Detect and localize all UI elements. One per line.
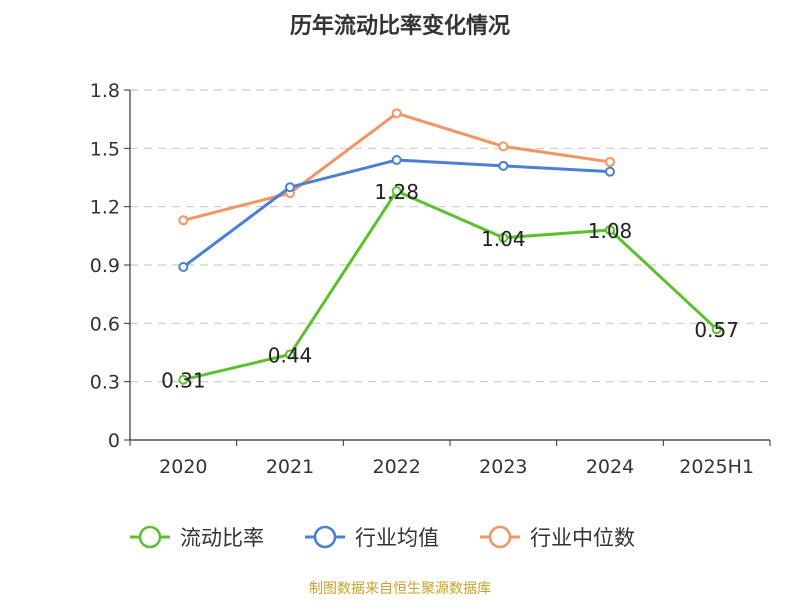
x-tick-label: 2020: [159, 456, 207, 478]
axes: 0 0.3 0.6 0.9 1.2 1.5 1.8 2020 2021 2022 2023 2024 2…: [90, 80, 771, 478]
data-point[interactable]: [711, 324, 722, 335]
legend-item[interactable]: 流动比率: [130, 525, 264, 550]
data-label: 1.08: [588, 219, 633, 243]
data-point[interactable]: [498, 232, 509, 243]
data-point[interactable]: [605, 166, 615, 177]
data-point[interactable]: [178, 215, 189, 226]
legend-label: 行业中位数: [530, 526, 635, 550]
legend-swatch-marker: [313, 525, 337, 549]
x-tick-label: 2022: [372, 456, 420, 478]
x-tick-label: 2025H1: [679, 456, 754, 478]
legend-label: 行业均值: [355, 526, 439, 550]
x-tick-label: 2024: [586, 456, 634, 478]
y-tick-label: 1.2: [90, 197, 120, 219]
data-labels: 0.31 0.44 1.28 1.04 1.08 0.57: [161, 180, 739, 393]
data-label: 1.28: [374, 180, 419, 204]
y-tick-label: 1.5: [90, 138, 120, 160]
data-point[interactable]: [285, 349, 295, 360]
data-label: 0.57: [694, 318, 739, 342]
y-tick-label: 0.3: [90, 372, 120, 394]
legend-item[interactable]: 行业中位数: [480, 525, 635, 550]
x-tick-label: 2021: [266, 456, 314, 478]
data-point[interactable]: [498, 160, 509, 171]
legend-swatch-marker: [138, 525, 162, 549]
chart-title: 历年流动比率变化情况: [290, 13, 510, 39]
data-point[interactable]: [178, 374, 189, 385]
y-tick-label: 0.6: [90, 313, 120, 335]
series-line: [182, 189, 718, 382]
data-point[interactable]: [391, 186, 402, 197]
grid-lines: [130, 89, 770, 383]
data-point[interactable]: [498, 141, 509, 152]
data-label: 0.31: [161, 369, 206, 393]
legend-label: 流动比率: [180, 526, 264, 550]
legend[interactable]: 流动比率 行业均值 行业中位数: [130, 525, 635, 550]
data-point[interactable]: [605, 225, 615, 235]
data-point[interactable]: [391, 155, 402, 165]
data-point[interactable]: [285, 182, 295, 193]
data-point[interactable]: [391, 108, 402, 119]
data-label: 1.04: [481, 227, 526, 251]
legend-item[interactable]: 行业均值: [305, 525, 439, 550]
x-tick-label: 2023: [479, 456, 527, 478]
series-lines: [178, 108, 722, 385]
legend-swatch-marker: [488, 525, 512, 549]
y-tick-label: 0.9: [90, 255, 120, 277]
source-note: 制图数据来自恒生聚源数据库: [309, 581, 491, 597]
y-tick-label: 1.8: [90, 80, 120, 102]
data-point[interactable]: [178, 261, 189, 272]
data-label: 0.44: [268, 343, 313, 367]
data-point[interactable]: [605, 156, 615, 167]
y-tick-label: 0: [108, 430, 120, 452]
series-line: [182, 158, 611, 269]
